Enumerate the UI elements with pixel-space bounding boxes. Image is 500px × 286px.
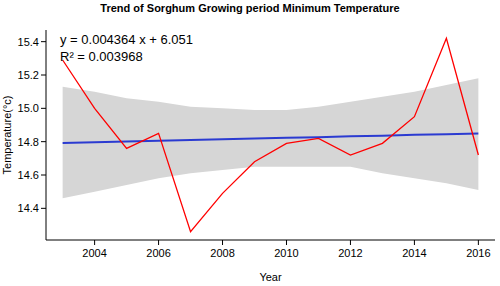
x-tick-label: 2008 [210, 247, 234, 259]
confidence-band [63, 78, 479, 198]
y-tick [41, 175, 46, 176]
annotation: y = 0.004364 x + 6.051 [60, 32, 193, 47]
y-tick [41, 208, 46, 209]
x-tick-label: 2014 [402, 247, 426, 259]
y-tick-label: 14.8 [18, 136, 39, 148]
x-tick [478, 240, 479, 245]
y-tick-label: 14.6 [18, 169, 39, 181]
x-axis [46, 240, 495, 241]
x-tick [222, 240, 223, 245]
x-tick-label: 2016 [466, 247, 490, 259]
x-tick [158, 240, 159, 245]
y-tick-label: 14.4 [18, 202, 39, 214]
y-tick-label: 15.4 [18, 36, 39, 48]
y-tick-label: 15.0 [18, 102, 39, 114]
x-tick-label: 2004 [82, 247, 106, 259]
y-tick [41, 75, 46, 76]
y-tick-label: 15.2 [18, 69, 39, 81]
title: Trend of Sorghum Growing period Minimum … [100, 2, 399, 14]
x-tick [350, 240, 351, 245]
plot-marks [63, 38, 479, 231]
x-tick-label: 2010 [274, 247, 298, 259]
x-tick-label: 2006 [146, 247, 170, 259]
x-axis-label: Year [259, 271, 282, 283]
y-axis-label: Temperature(°c) [1, 96, 13, 175]
y-tick [41, 108, 46, 109]
annotation: R² = 0.003968 [60, 49, 143, 64]
x-tick [286, 240, 287, 245]
y-tick [41, 141, 46, 142]
y-tick [41, 41, 46, 42]
data-line [63, 38, 479, 231]
trend-line [63, 134, 479, 144]
x-tick [94, 240, 95, 245]
x-tick [414, 240, 415, 245]
chart: Trend of Sorghum Growing period Minimum … [0, 0, 500, 286]
x-tick-label: 2012 [338, 247, 362, 259]
